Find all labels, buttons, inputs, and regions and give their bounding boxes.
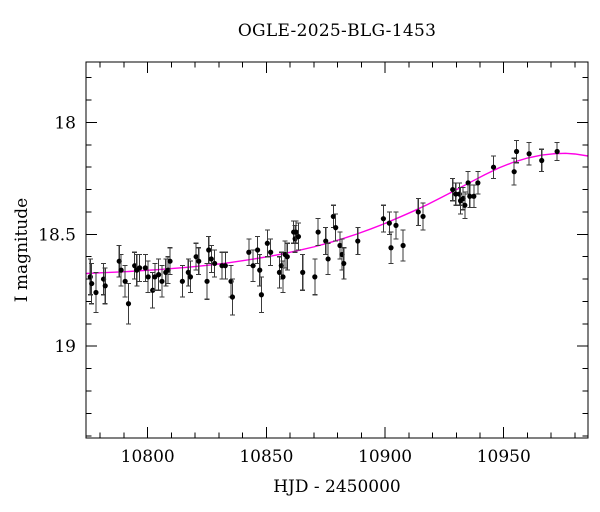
data-point: [293, 229, 299, 235]
data-point: [193, 254, 199, 260]
data-point: [467, 193, 473, 199]
y-axis-title: I magnitude: [12, 197, 32, 303]
data-point: [276, 269, 283, 275]
data-point: [125, 301, 132, 307]
data-point: [465, 180, 471, 186]
data-point: [526, 151, 532, 157]
y-tick-label: 18.5: [38, 225, 76, 245]
data-point: [415, 209, 421, 215]
data-point: [400, 242, 406, 249]
y-tick-label: 18: [54, 113, 76, 133]
data-point: [386, 220, 392, 226]
data-point: [280, 274, 286, 280]
data-point: [420, 213, 426, 220]
data-point: [116, 258, 122, 264]
data-point: [122, 278, 128, 284]
data-point: [93, 289, 99, 296]
data-point: [257, 267, 263, 273]
data-point: [312, 274, 318, 280]
data-point: [475, 180, 481, 186]
data-point: [229, 294, 236, 300]
data-point: [246, 249, 252, 255]
data-point: [284, 254, 290, 260]
data-point: [355, 238, 361, 244]
data-point: [152, 274, 158, 280]
data-point: [258, 292, 265, 298]
data-point: [388, 245, 394, 251]
data-point: [187, 274, 194, 280]
data-point: [323, 238, 329, 244]
data-point: [208, 256, 214, 262]
data-point: [196, 258, 202, 264]
data-point: [185, 269, 191, 275]
x-tick-label: 10900: [358, 447, 412, 467]
data-point: [222, 263, 228, 269]
data-point: [156, 272, 162, 278]
data-point: [554, 148, 560, 155]
data-point: [132, 263, 138, 269]
data-point: [453, 191, 459, 197]
data-point: [456, 191, 462, 197]
data-point: [167, 258, 173, 264]
data-point: [264, 240, 270, 246]
data-point: [330, 213, 336, 220]
data-point: [539, 157, 545, 164]
data-point: [333, 225, 339, 231]
data-point: [450, 186, 456, 193]
data-point: [118, 267, 124, 273]
data-point: [462, 202, 468, 208]
data-point: [142, 265, 148, 271]
data-point: [295, 233, 302, 240]
x-tick-label: 10800: [121, 447, 175, 467]
data-point: [393, 222, 399, 228]
data-point: [137, 265, 143, 271]
data-point: [315, 229, 321, 235]
data-point: [300, 269, 306, 275]
x-tick-label: 10950: [477, 447, 531, 467]
data-point: [206, 247, 212, 253]
data-point: [511, 169, 517, 175]
data-point: [380, 216, 387, 222]
data-point: [165, 267, 171, 273]
data-point: [471, 193, 477, 199]
x-axis-title: HJD - 2450000: [273, 477, 401, 497]
data-point: [204, 278, 210, 284]
data-point: [159, 278, 165, 284]
data-point: [325, 256, 331, 262]
data-point: [212, 260, 218, 267]
x-tick-label: 10850: [239, 447, 293, 467]
plot-frame: [85, 61, 589, 439]
data-point: [513, 148, 520, 155]
data-point: [179, 278, 185, 284]
data-point: [145, 274, 151, 280]
data-point: [268, 249, 274, 255]
y-tick-label: 19: [54, 337, 76, 357]
data-point: [490, 164, 497, 170]
chart-title: OGLE-2025-BLG-1453: [237, 21, 437, 41]
data-point: [255, 247, 261, 253]
data-point: [250, 263, 256, 269]
data-point: [337, 242, 343, 249]
data-point: [341, 260, 347, 267]
data-point: [89, 280, 95, 287]
data-point: [102, 283, 108, 289]
